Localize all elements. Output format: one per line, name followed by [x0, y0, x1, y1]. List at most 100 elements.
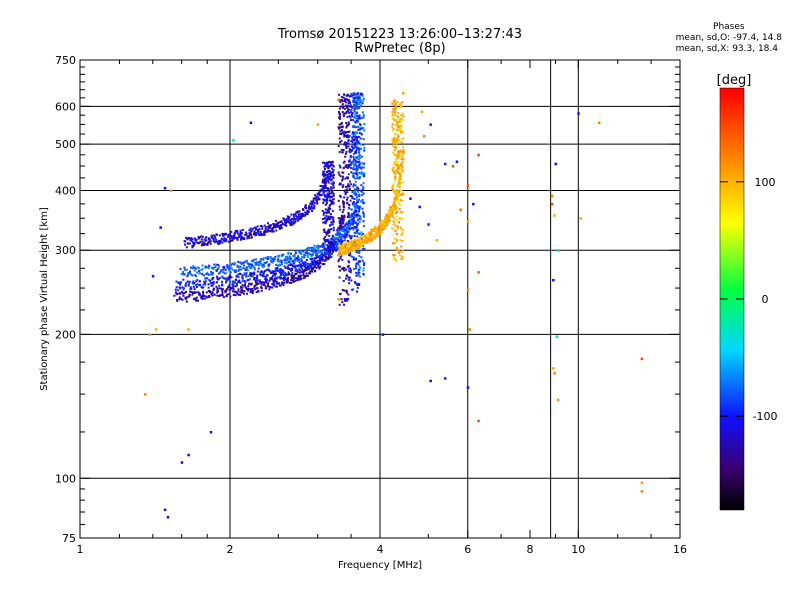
trace-point: [325, 187, 328, 190]
trace-point: [270, 230, 273, 233]
trace-point: [330, 252, 333, 255]
trace-point: [204, 277, 207, 280]
trace-point: [203, 274, 206, 277]
trace-point: [334, 246, 337, 249]
trace-point: [205, 296, 208, 299]
trace-point: [394, 230, 397, 233]
trace-point: [328, 170, 331, 173]
trace-point: [296, 279, 299, 282]
trace-point: [360, 127, 363, 130]
trace-point: [340, 219, 343, 222]
trace-point: [315, 249, 318, 252]
trace-point: [241, 286, 244, 289]
trace-point: [352, 147, 355, 150]
trace-point: [254, 263, 257, 266]
trace-point: [332, 186, 335, 189]
trace-point: [392, 169, 395, 172]
trace-point: [400, 164, 403, 167]
trace-point: [225, 238, 228, 241]
trace-point: [370, 233, 373, 236]
trace-point: [338, 123, 341, 126]
trace-point: [355, 198, 358, 201]
trace-point: [199, 240, 202, 243]
trace-point: [292, 280, 295, 283]
trace-point: [317, 264, 320, 267]
trace-point: [338, 249, 341, 252]
trace-point: [357, 176, 360, 179]
trace-point: [355, 214, 358, 217]
trace-point: [248, 263, 251, 266]
scatter-point: [435, 239, 439, 242]
trace-point: [352, 174, 355, 177]
trace-point: [356, 117, 359, 120]
trace-point: [322, 202, 325, 205]
trace-point: [328, 190, 331, 193]
trace-point: [296, 270, 299, 273]
trace-point: [337, 238, 340, 241]
trace-point: [332, 249, 335, 252]
trace-point: [330, 182, 333, 185]
trace-point: [325, 232, 328, 235]
trace-point: [248, 282, 251, 285]
trace-point: [360, 167, 363, 170]
trace-point: [394, 176, 397, 179]
trace-point: [347, 276, 350, 279]
trace-point: [324, 254, 327, 257]
trace-point: [399, 226, 402, 229]
trace-point: [342, 218, 345, 221]
trace-point: [254, 231, 257, 234]
trace-point: [329, 238, 332, 241]
trace-point: [197, 299, 200, 302]
trace-point: [200, 235, 203, 238]
trace-point: [325, 214, 328, 217]
trace-point: [360, 238, 363, 241]
trace-point: [302, 274, 305, 277]
trace-point: [260, 257, 263, 260]
trace-point: [394, 145, 397, 148]
trace-point: [353, 106, 356, 109]
trace-point: [323, 248, 326, 251]
trace-point: [341, 151, 344, 154]
trace-point: [224, 290, 227, 293]
trace-point: [327, 170, 330, 173]
trace-point: [229, 264, 232, 267]
trace-point: [340, 255, 343, 258]
trace-point: [306, 274, 309, 277]
trace-point: [385, 213, 388, 216]
trace-point: [256, 228, 259, 231]
trace-point: [294, 265, 297, 268]
trace-point: [264, 276, 267, 279]
trace-point: [227, 286, 230, 289]
y-axis-label: Stationary phase Virtual Height [km]: [39, 207, 50, 391]
trace-point: [341, 111, 344, 114]
trace-point: [175, 280, 178, 283]
trace-point: [358, 115, 361, 118]
trace-point: [216, 287, 219, 290]
trace-point: [332, 220, 335, 223]
trace-point: [393, 180, 396, 183]
trace-point: [353, 192, 356, 195]
trace-point: [313, 261, 316, 264]
scatter-point: [420, 110, 424, 114]
trace-point: [278, 254, 281, 257]
trace-point: [347, 250, 350, 253]
trace-point: [283, 219, 286, 222]
trace-point: [294, 252, 297, 255]
trace-point: [349, 216, 352, 219]
trace-point: [299, 263, 302, 266]
trace-point: [394, 162, 397, 165]
trace-point: [281, 282, 284, 285]
trace-point: [253, 266, 256, 269]
trace-point: [193, 291, 196, 294]
trace-point: [331, 210, 334, 213]
trace-point: [350, 241, 353, 244]
trace-point: [348, 165, 351, 168]
trace-point: [319, 254, 322, 257]
trace-point: [237, 273, 240, 276]
trace-point: [379, 220, 382, 223]
trace-point: [358, 244, 361, 247]
trace-point: [242, 292, 245, 295]
trace-point: [355, 202, 358, 205]
trace-point: [332, 216, 335, 219]
trace-point: [397, 250, 400, 253]
